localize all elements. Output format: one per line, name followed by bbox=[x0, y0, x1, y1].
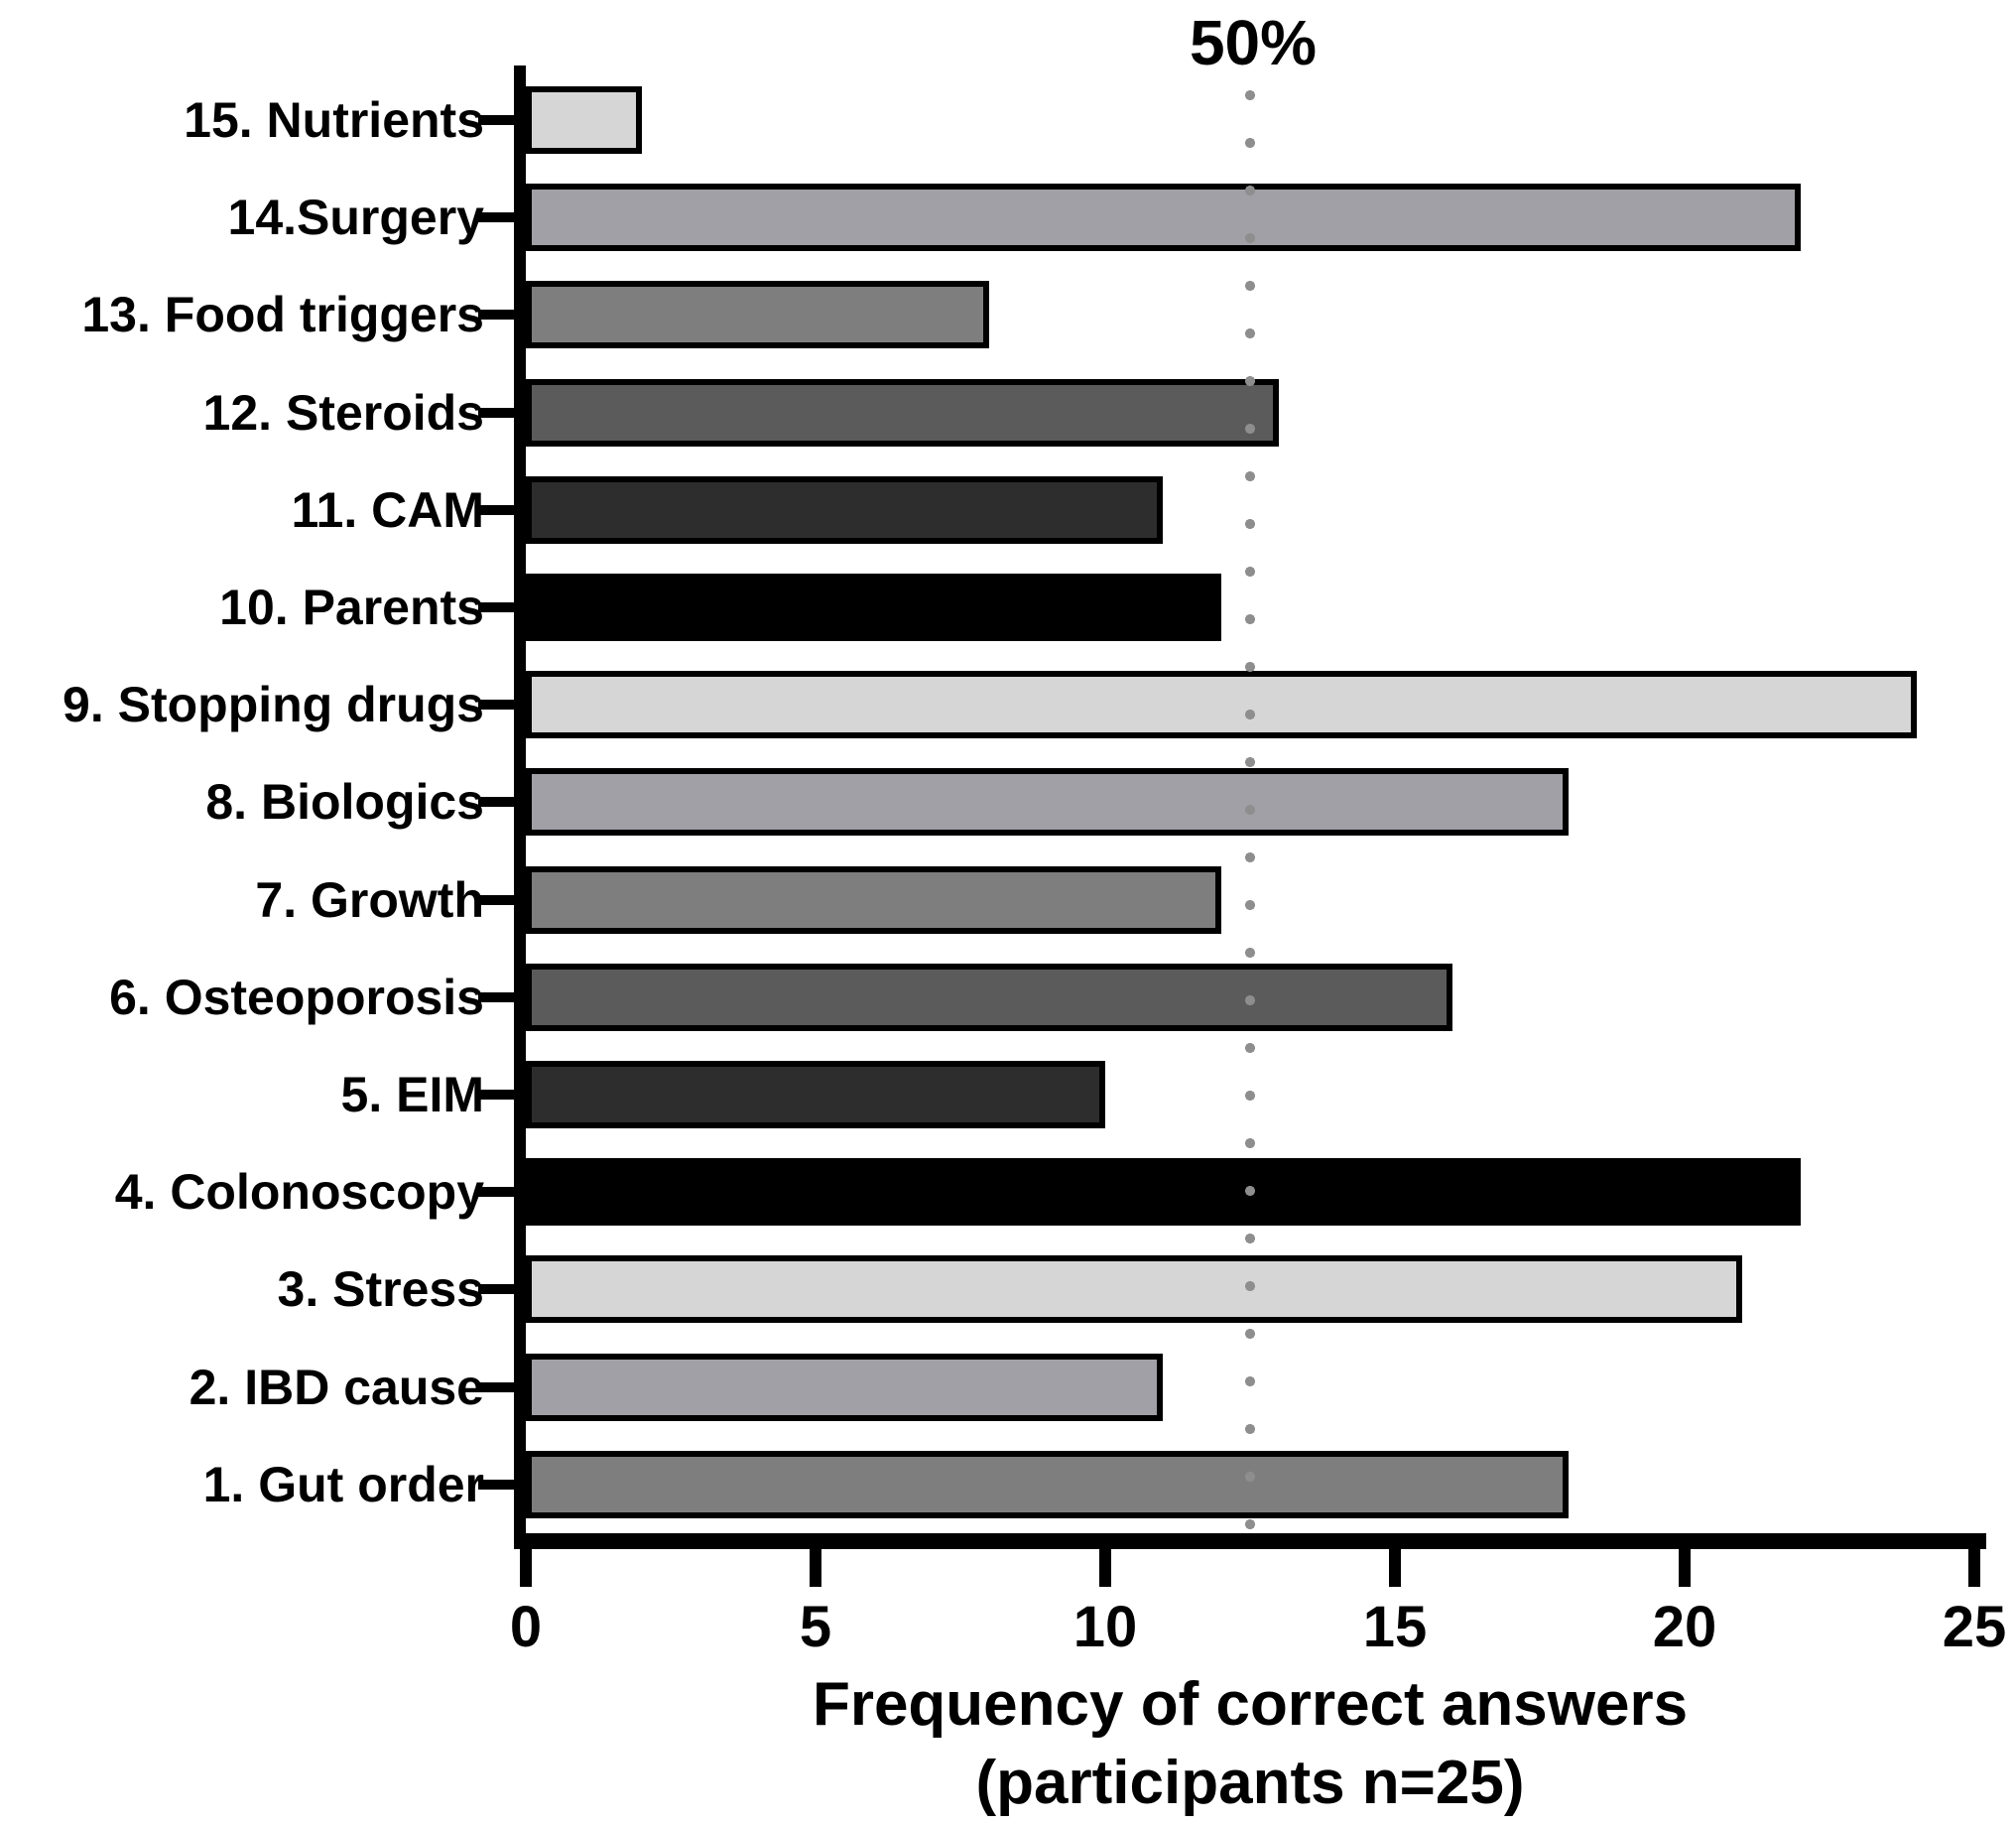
category-label: 13. Food triggers bbox=[81, 287, 484, 343]
x-axis-line bbox=[514, 1533, 1986, 1549]
bar-row: 2. IBD cause bbox=[189, 1338, 1974, 1435]
category-label: 2. IBD cause bbox=[189, 1359, 484, 1415]
y-axis-tick-mark bbox=[478, 1089, 514, 1100]
bar bbox=[526, 865, 1221, 934]
category-label: 3. Stress bbox=[277, 1261, 484, 1318]
bar-row: 3. Stress bbox=[278, 1240, 1974, 1338]
bar-row: 1. Gut order bbox=[203, 1436, 1974, 1533]
x-axis-tick-mark bbox=[1389, 1549, 1401, 1587]
x-axis-tick-mark bbox=[1968, 1549, 1980, 1587]
bar bbox=[526, 378, 1280, 447]
y-axis-line bbox=[514, 65, 526, 1549]
bar bbox=[526, 768, 1570, 837]
category-label: 12. Steroids bbox=[202, 384, 484, 441]
bar-row: 9. Stopping drugs bbox=[63, 656, 1974, 753]
bar-row: 5. EIM bbox=[341, 1046, 1974, 1143]
category-label: 4. Colonoscopy bbox=[114, 1164, 484, 1221]
y-axis-tick-mark bbox=[478, 797, 514, 808]
bar bbox=[526, 86, 642, 155]
bar bbox=[526, 1255, 1743, 1324]
x-axis-title-line1: Frequency of correct answers bbox=[812, 1670, 1689, 1739]
bar bbox=[526, 1158, 1801, 1227]
x-axis-tick-label: 0 bbox=[509, 1595, 543, 1659]
y-axis-tick-mark bbox=[478, 1187, 514, 1198]
bar bbox=[526, 574, 1221, 642]
category-label: 5. EIM bbox=[340, 1066, 484, 1122]
y-axis-tick-mark bbox=[478, 700, 514, 711]
category-label: 9. Stopping drugs bbox=[63, 677, 484, 733]
bar bbox=[526, 1450, 1570, 1518]
y-axis-tick-mark bbox=[478, 1479, 514, 1490]
x-axis-title-line2: (participants n=25) bbox=[975, 1749, 1525, 1818]
y-axis-tick-mark bbox=[478, 1381, 514, 1392]
y-axis-tick-mark bbox=[478, 991, 514, 1002]
bar-row: 7. Growth bbox=[255, 851, 1974, 949]
bar bbox=[526, 1060, 1105, 1128]
bar bbox=[526, 671, 1917, 739]
bar bbox=[526, 475, 1164, 544]
category-label: 8. Biologics bbox=[205, 774, 484, 831]
bar bbox=[526, 1353, 1164, 1421]
category-label: 15. Nutrients bbox=[184, 92, 484, 149]
y-axis-tick-mark bbox=[478, 212, 514, 223]
x-axis-tick-label: 15 bbox=[1362, 1595, 1428, 1659]
y-axis-tick-mark bbox=[478, 407, 514, 418]
fifty-percent-reference-line bbox=[1245, 87, 1255, 1533]
x-axis-tick-mark bbox=[810, 1549, 821, 1587]
y-axis-tick-mark bbox=[478, 310, 514, 321]
y-axis-tick-mark bbox=[478, 894, 514, 905]
x-axis-tick-label: 25 bbox=[1942, 1595, 2007, 1659]
category-label: 10. Parents bbox=[219, 580, 484, 636]
bar-row: 13. Food triggers bbox=[81, 266, 1974, 363]
x-axis-tick-label: 5 bbox=[799, 1595, 832, 1659]
x-axis-title: Frequency of correct answers (participan… bbox=[813, 1665, 1688, 1823]
y-axis-tick-mark bbox=[478, 1284, 514, 1295]
plot-area: 15. Nutrients 14.Surgery 13. Food triggers… bbox=[63, 71, 1974, 1533]
bar-row: 8. Biologics bbox=[205, 753, 1974, 850]
x-axis-tick-mark bbox=[1679, 1549, 1691, 1587]
bar-row: 4. Colonoscopy bbox=[115, 1143, 1974, 1240]
bar-row: 10. Parents bbox=[219, 559, 1974, 656]
category-label: 7. Growth bbox=[255, 871, 484, 928]
bar-row: 15. Nutrients bbox=[184, 71, 1974, 169]
bar-row: 12. Steroids bbox=[203, 364, 1974, 461]
x-axis-tick-label: 20 bbox=[1652, 1595, 1717, 1659]
y-axis-tick-mark bbox=[478, 504, 514, 515]
bar-row: 14.Surgery bbox=[228, 169, 1974, 266]
x-axis-tick-label: 10 bbox=[1072, 1595, 1138, 1659]
bar bbox=[526, 281, 990, 349]
y-axis-tick-mark bbox=[478, 115, 514, 126]
y-axis-tick-mark bbox=[478, 602, 514, 613]
category-label: 14.Surgery bbox=[227, 190, 484, 246]
x-axis-tick-mark bbox=[1099, 1549, 1111, 1587]
category-label: 11. CAM bbox=[291, 481, 484, 538]
reference-line-label: 50% bbox=[1189, 7, 1318, 78]
bar-row: 6. Osteoporosis bbox=[109, 949, 1974, 1046]
category-label: 6. Osteoporosis bbox=[109, 969, 484, 1025]
bar bbox=[526, 963, 1453, 1031]
bar bbox=[526, 184, 1801, 252]
x-axis-tick-mark bbox=[520, 1549, 532, 1587]
category-label: 1. Gut order bbox=[202, 1456, 484, 1512]
bar-row: 11. CAM bbox=[291, 461, 1974, 559]
